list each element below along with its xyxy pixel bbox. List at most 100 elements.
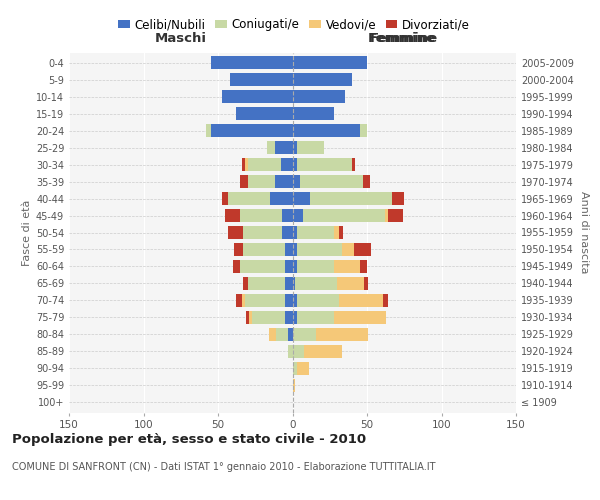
Bar [334,311,386,324]
Bar [248,158,281,171]
Bar [338,226,343,239]
Bar [281,158,293,171]
Bar [223,90,293,104]
Bar [285,294,293,307]
Bar [353,243,371,256]
Bar [244,226,282,239]
Bar [293,141,297,154]
Bar [229,226,244,239]
Bar [341,243,353,256]
Bar [293,56,367,70]
Bar [297,141,324,154]
Bar [293,294,297,307]
Bar [249,311,252,324]
Bar [236,294,242,307]
Bar [316,328,368,341]
Bar [293,277,295,290]
Text: Popolazione per età, sesso e stato civile - 2010: Popolazione per età, sesso e stato civil… [12,432,366,446]
Bar [334,226,338,239]
Bar [303,209,385,222]
Bar [241,260,285,273]
Bar [226,209,241,222]
Bar [288,328,293,341]
Bar [392,192,404,205]
Bar [269,328,276,341]
Bar [293,311,297,324]
Bar [230,73,293,86]
Bar [275,141,293,154]
Bar [285,311,293,324]
Y-axis label: Fasce di età: Fasce di età [22,200,32,266]
Text: Femmine: Femmine [370,32,439,46]
Bar [304,344,341,358]
Bar [293,260,297,273]
Bar [233,260,241,273]
Bar [359,124,367,137]
Bar [267,141,275,154]
Text: Femmine: Femmine [368,32,436,46]
Bar [293,362,297,375]
Bar [242,158,245,171]
Bar [248,175,275,188]
Bar [211,124,293,137]
Bar [388,209,403,222]
Bar [359,260,367,273]
Bar [244,243,285,256]
Bar [364,277,368,290]
Bar [285,260,293,273]
Bar [295,277,337,290]
Bar [300,175,362,188]
Bar [310,192,392,205]
Bar [362,175,370,188]
Bar [288,344,293,358]
Bar [245,294,285,307]
Bar [297,226,334,239]
Bar [352,158,355,171]
Bar [334,260,359,273]
Bar [282,226,293,239]
Text: COMUNE DI SANFRONT (CN) - Dati ISTAT 1° gennaio 2010 - Elaborazione TUTTITALIA.I: COMUNE DI SANFRONT (CN) - Dati ISTAT 1° … [12,462,436,472]
Bar [293,209,303,222]
Bar [293,158,297,171]
Bar [241,175,248,188]
Bar [293,124,359,137]
Bar [293,90,344,104]
Bar [247,311,249,324]
Bar [337,277,364,290]
Bar [293,328,316,341]
Bar [293,192,310,205]
Bar [297,362,309,375]
Bar [293,344,304,358]
Bar [242,294,245,307]
Bar [293,226,297,239]
Bar [211,56,293,70]
Y-axis label: Anni di nascita: Anni di nascita [579,191,589,274]
Bar [285,243,293,256]
Bar [252,311,285,324]
Bar [297,311,334,324]
Bar [297,294,338,307]
Bar [235,243,244,256]
Bar [293,243,297,256]
Bar [293,175,300,188]
Bar [385,209,388,222]
Bar [223,192,229,205]
Bar [297,158,352,171]
Bar [282,209,293,222]
Bar [229,192,270,205]
Bar [285,277,293,290]
Bar [338,294,383,307]
Bar [297,243,341,256]
Bar [293,107,334,120]
Bar [244,277,248,290]
Bar [275,175,293,188]
Bar [276,328,288,341]
Legend: Celibi/Nubili, Coniugati/e, Vedovi/e, Divorziati/e: Celibi/Nubili, Coniugati/e, Vedovi/e, Di… [113,14,475,36]
Bar [293,73,352,86]
Text: Maschi: Maschi [155,32,207,46]
Bar [248,277,285,290]
Bar [245,158,248,171]
Bar [293,378,295,392]
Bar [383,294,388,307]
Bar [270,192,293,205]
